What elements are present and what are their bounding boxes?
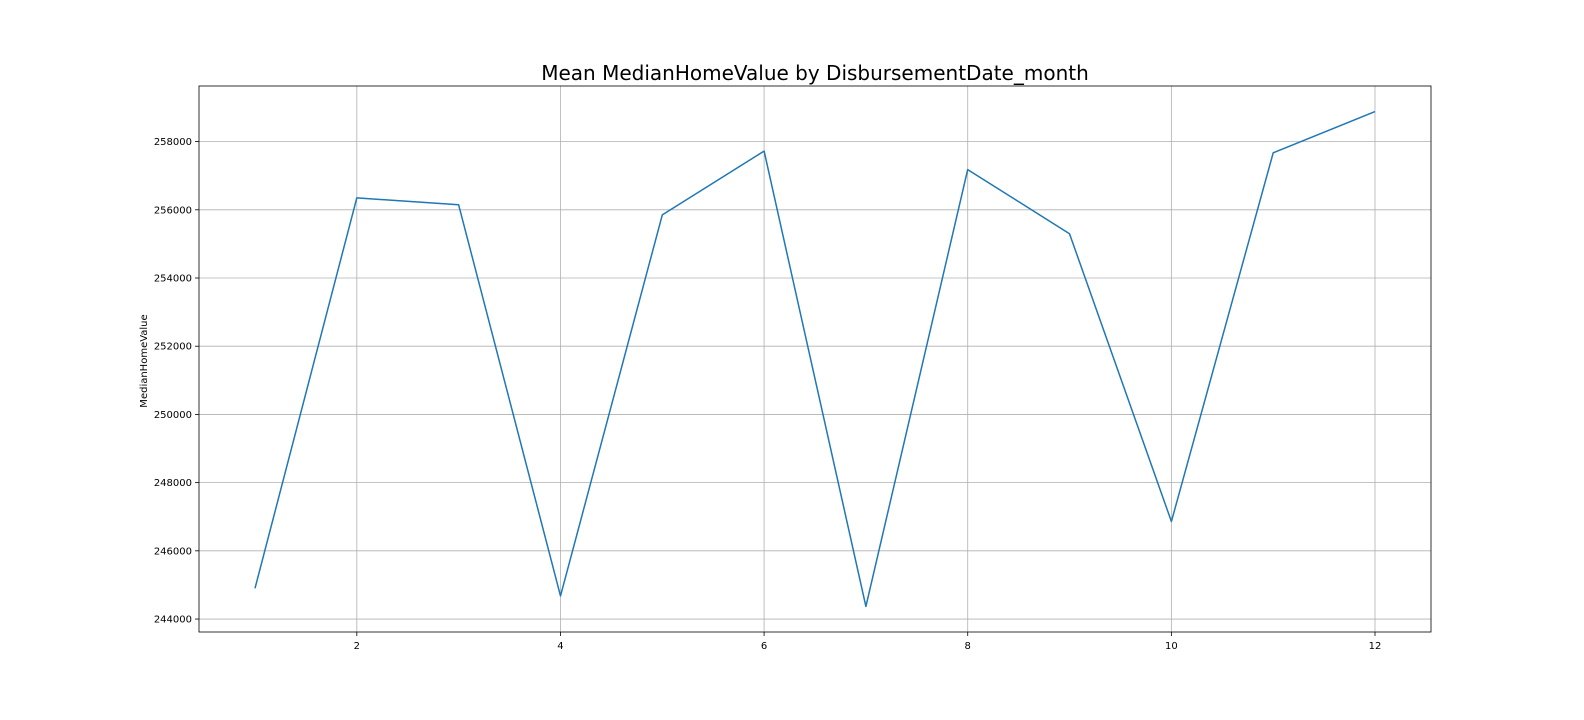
y-tick-label: 250000 [154, 410, 192, 421]
y-tick-label: 256000 [154, 205, 192, 216]
x-tick-label: 8 [965, 641, 971, 652]
y-tick-label: 248000 [154, 478, 192, 489]
y-tick-label: 252000 [154, 342, 192, 353]
chart-title: Mean MedianHomeValue by DisbursementDate… [541, 61, 1089, 85]
plot-area [198, 85, 1432, 633]
series-line [254, 110, 1376, 608]
y-axis-label: MedianHomeValue [139, 314, 150, 407]
x-tick-label: 10 [1165, 641, 1178, 652]
y-tick-label: 254000 [154, 274, 192, 285]
x-tick-label: 6 [761, 641, 767, 652]
grid [199, 86, 1431, 632]
y-tick-label: 246000 [154, 546, 192, 557]
x-tick-label: 2 [354, 641, 360, 652]
series-layer [254, 110, 1376, 608]
y-tick-label: 258000 [154, 137, 192, 148]
x-tick-label: 4 [557, 641, 563, 652]
x-tick-label: 12 [1369, 641, 1382, 652]
axis-ticks: 2 4 6 8 10 12 244000 246000 248000 250000 252000 25… [154, 137, 1382, 652]
y-tick-label: 244000 [154, 615, 192, 626]
